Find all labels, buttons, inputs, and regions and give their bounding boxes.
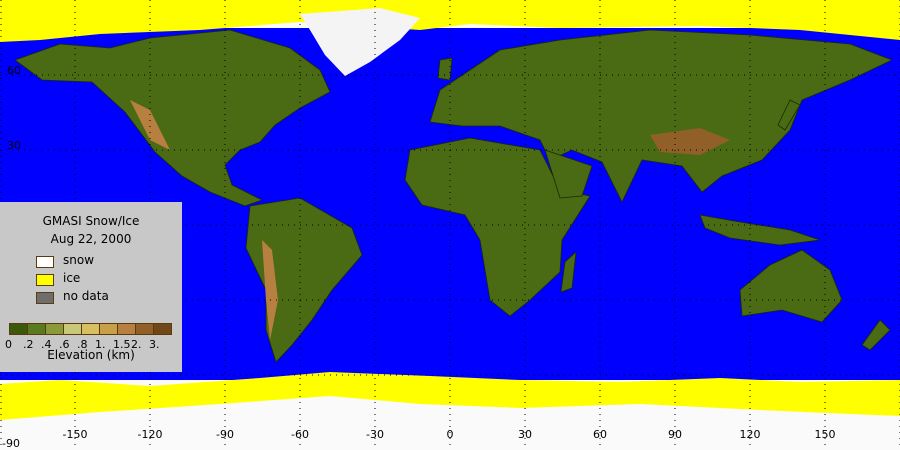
new-zealand [861,319,891,351]
colorbar-label: Elevation (km) [47,348,135,362]
lon-label-0: 0 [446,428,454,441]
antarctic-snow [0,396,900,450]
no-data-label: no data [63,289,109,303]
tibet-highlands [650,128,730,155]
lon-label-minus120: -120 [137,428,163,441]
legend-title: GMASI Snow/Ice [42,214,140,228]
no-data-swatch [36,292,54,304]
lon-label-minus90: -90 [216,428,234,441]
lon-label-90: 90 [668,428,682,441]
colorbar-tick: 0 [5,338,12,351]
lat-label-30: 30 [7,139,21,152]
colorbar-tick: 1. [95,338,106,351]
lon-label-150: 150 [814,428,836,441]
lat-label-minus90: -90 [2,437,20,450]
indonesia [699,214,821,246]
arctic-ice [0,0,900,42]
colorbar-tick: 3. [149,338,160,351]
colorbar-tick: 2. [131,338,142,351]
colorbar-segment [118,324,136,334]
snow-label: snow [63,253,95,267]
lon-label-30: 30 [518,428,532,441]
colorbar-segment [136,324,154,334]
colorbar-segment [46,324,64,334]
colorbar-segment [82,324,100,334]
lon-label-120: 120 [739,428,761,441]
colorbar-tick: .8 [77,338,88,351]
australia [739,249,843,323]
ice-swatch [36,274,54,286]
colorbar-tick: .4 [41,338,52,351]
madagascar [560,250,577,293]
lon-label-60: 60 [593,428,607,441]
uk [437,57,453,81]
rockies [130,100,170,150]
colorbar-segment [28,324,46,334]
colorbar-segment [154,324,171,334]
lon-label-minus30: -30 [366,428,384,441]
greenland-snow [300,8,420,76]
africa [404,137,591,317]
ice-label: ice [63,271,81,285]
legend-date: Aug 22, 2000 [50,232,132,246]
legend-panel: GMASI Snow/Ice Aug 22, 2000 snow ice no … [0,202,182,372]
colorbar-segment [10,324,28,334]
south-america [245,197,363,363]
lon-label-minus150: -150 [62,428,88,441]
elevation-colorbar [9,323,172,335]
colorbar-tick: .6 [59,338,70,351]
snow-swatch [36,256,54,268]
colorbar-tick: .2 [23,338,34,351]
colorbar-tick: 1.5 [113,338,131,351]
arabia [544,149,593,199]
colorbar-segment [100,324,118,334]
andes [262,240,278,340]
japan [777,99,801,131]
lon-label-minus60: -60 [291,428,309,441]
lat-label-60: 60 [7,64,21,77]
colorbar-segment [64,324,82,334]
